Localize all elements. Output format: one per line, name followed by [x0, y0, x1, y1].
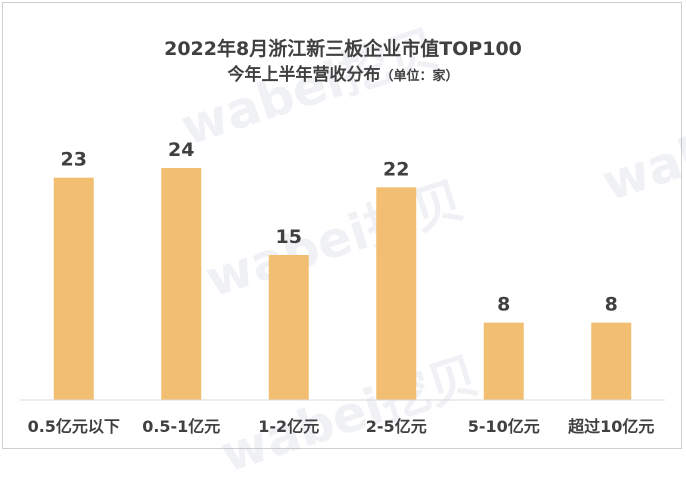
chart-unit: （单位：家）	[380, 69, 459, 84]
category-label-3: 2-5亿元	[366, 417, 427, 436]
category-label-4: 5-10亿元	[468, 417, 540, 436]
category-label-2: 1-2亿元	[258, 417, 319, 436]
bar-2	[268, 255, 309, 400]
bar-4	[483, 322, 524, 400]
category-labels-group: 0.5亿元以下 0.5-1亿元 1-2亿元 2-5亿元 5-10亿元 超过10亿元	[28, 417, 655, 436]
value-label-0: 23	[61, 149, 87, 171]
value-label-5: 8	[605, 294, 618, 316]
bar-chart: 23 24 15 22 8 8 0.5亿元以下 0.5-1亿元 1-2亿元 2-5亿元 5-10亿…	[20, 139, 665, 436]
category-label-1: 0.5-1亿元	[142, 417, 220, 436]
value-label-2: 15	[276, 226, 302, 248]
value-label-4: 8	[497, 294, 510, 316]
value-label-1: 24	[168, 139, 194, 161]
chart-title: 2022年8月浙江新三板企业市值TOP100	[164, 38, 522, 60]
bar-3	[376, 187, 417, 400]
category-label-5: 超过10亿元	[567, 417, 654, 436]
bar-1	[161, 168, 202, 400]
category-label-0: 0.5亿元以下	[28, 417, 120, 436]
bar-5	[591, 322, 632, 400]
chart-frame	[2, 2, 682, 449]
chart-subtitle-text: 今年上半年营收分布	[227, 65, 381, 85]
value-label-3: 22	[383, 158, 409, 180]
value-labels-group: 23 24 15 22 8 8	[61, 139, 618, 316]
bar-0	[53, 177, 94, 400]
chart-subtitle: 今年上半年营收分布（单位：家）	[0, 60, 686, 85]
bars-group	[53, 168, 632, 400]
